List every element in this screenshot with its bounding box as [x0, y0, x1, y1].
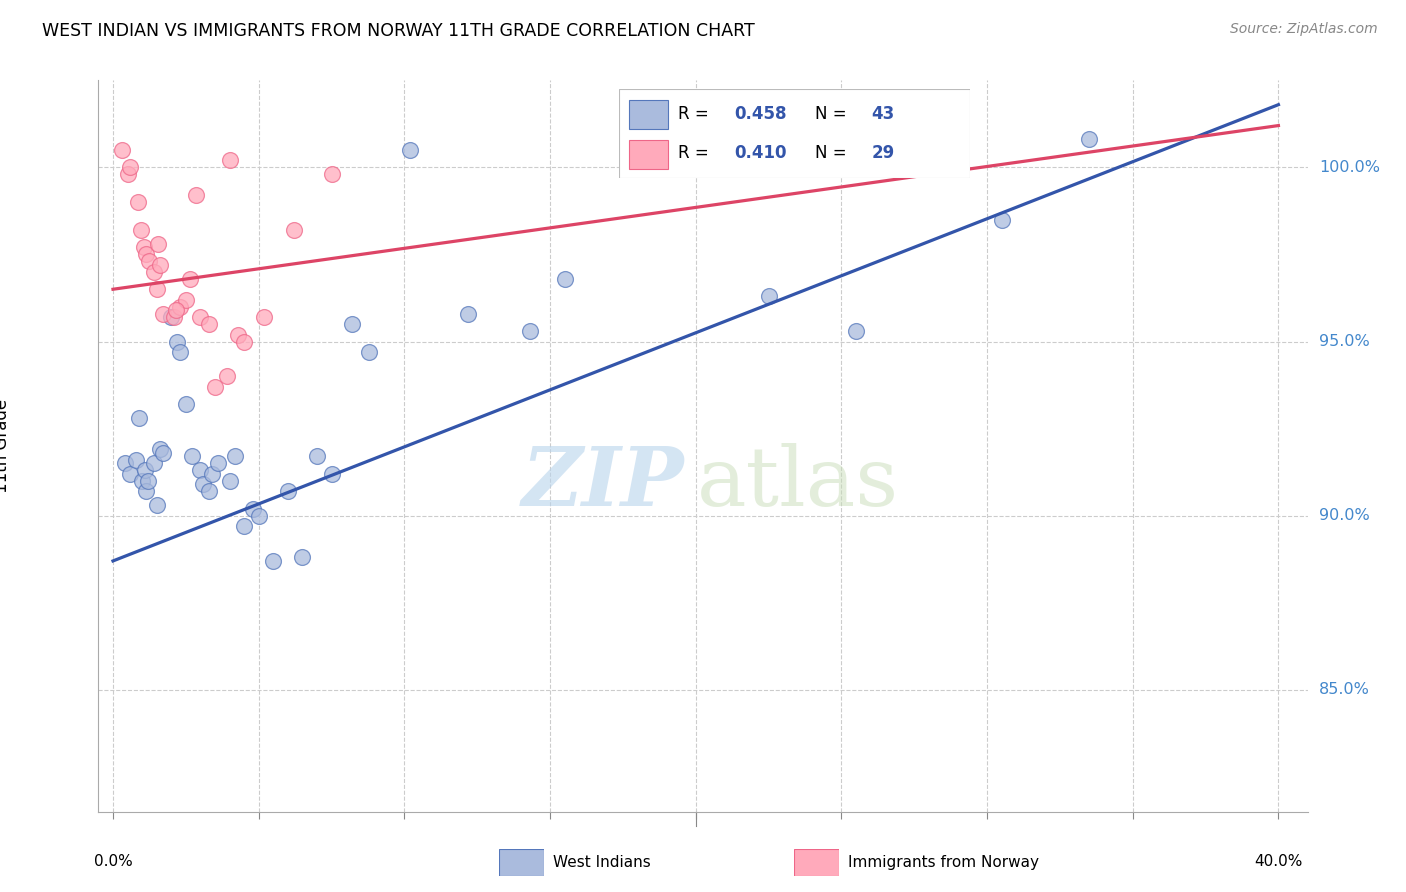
Point: [163, 310, 186, 325]
Point: [340, 317, 363, 331]
Point: [399, 143, 422, 157]
Point: [305, 450, 328, 464]
Text: R =: R =: [678, 105, 714, 123]
Point: [127, 195, 149, 210]
Point: [125, 453, 148, 467]
Point: [117, 167, 139, 181]
Point: [166, 334, 188, 349]
Point: [152, 446, 174, 460]
Point: [233, 334, 256, 349]
Point: [179, 272, 201, 286]
Text: 95.0%: 95.0%: [1319, 334, 1369, 349]
Point: [198, 317, 221, 331]
Text: 40.0%: 40.0%: [1254, 854, 1302, 869]
Point: [190, 310, 212, 325]
Point: [174, 397, 197, 411]
Text: 85.0%: 85.0%: [1319, 682, 1369, 698]
Point: [457, 307, 479, 321]
Text: 11th Grade: 11th Grade: [0, 399, 11, 493]
Point: [204, 380, 226, 394]
Point: [193, 477, 215, 491]
Point: [247, 508, 270, 523]
Text: N =: N =: [815, 145, 852, 162]
Point: [321, 467, 343, 481]
Point: [215, 369, 238, 384]
Point: [120, 467, 142, 481]
Point: [519, 324, 541, 338]
Text: 0.458: 0.458: [734, 105, 787, 123]
Bar: [630, 100, 668, 129]
Point: [111, 143, 134, 157]
Point: [132, 240, 155, 254]
Point: [114, 457, 136, 471]
Text: 0.410: 0.410: [734, 145, 787, 162]
Point: [174, 293, 197, 307]
Point: [145, 282, 167, 296]
Point: [131, 474, 153, 488]
Point: [142, 265, 165, 279]
Point: [180, 450, 202, 464]
Point: [198, 484, 221, 499]
Text: atlas: atlas: [697, 442, 898, 523]
Text: 90.0%: 90.0%: [1319, 508, 1369, 524]
Point: [1078, 132, 1101, 146]
Text: West Indians: West Indians: [553, 855, 651, 870]
Point: [160, 310, 183, 325]
Text: Source: ZipAtlas.com: Source: ZipAtlas.com: [1230, 22, 1378, 37]
Point: [758, 289, 780, 303]
Point: [218, 153, 240, 168]
Point: [190, 463, 212, 477]
Point: [321, 167, 343, 181]
Point: [149, 258, 172, 272]
Point: [135, 247, 157, 261]
Point: [253, 310, 276, 325]
Point: [990, 212, 1012, 227]
Text: 29: 29: [872, 145, 896, 162]
Point: [129, 223, 152, 237]
Point: [242, 501, 264, 516]
Point: [138, 254, 160, 268]
Point: [152, 307, 174, 321]
Point: [224, 450, 246, 464]
Point: [145, 498, 167, 512]
Point: [359, 345, 381, 359]
Point: [169, 300, 191, 314]
Point: [169, 345, 191, 359]
Point: [845, 324, 868, 338]
Text: N =: N =: [815, 105, 852, 123]
Point: [699, 161, 721, 175]
Point: [136, 474, 159, 488]
Text: 0.0%: 0.0%: [94, 854, 132, 869]
Point: [201, 467, 224, 481]
Point: [277, 484, 299, 499]
Text: ZIP: ZIP: [522, 442, 685, 523]
Point: [207, 457, 229, 471]
Text: 43: 43: [872, 105, 896, 123]
Point: [142, 457, 165, 471]
Point: [146, 237, 169, 252]
Text: 100.0%: 100.0%: [1319, 160, 1381, 175]
Point: [218, 474, 240, 488]
Point: [120, 161, 142, 175]
Point: [283, 223, 305, 237]
Text: WEST INDIAN VS IMMIGRANTS FROM NORWAY 11TH GRADE CORRELATION CHART: WEST INDIAN VS IMMIGRANTS FROM NORWAY 11…: [42, 22, 755, 40]
Bar: [630, 140, 668, 169]
Point: [135, 484, 157, 499]
Text: Immigrants from Norway: Immigrants from Norway: [848, 855, 1039, 870]
Point: [262, 554, 284, 568]
Point: [128, 411, 150, 425]
Point: [226, 327, 249, 342]
Point: [184, 188, 207, 202]
Point: [554, 272, 576, 286]
Text: R =: R =: [678, 145, 714, 162]
Point: [165, 303, 187, 318]
Point: [291, 550, 314, 565]
Point: [134, 463, 156, 477]
Point: [233, 519, 256, 533]
Point: [149, 442, 172, 457]
